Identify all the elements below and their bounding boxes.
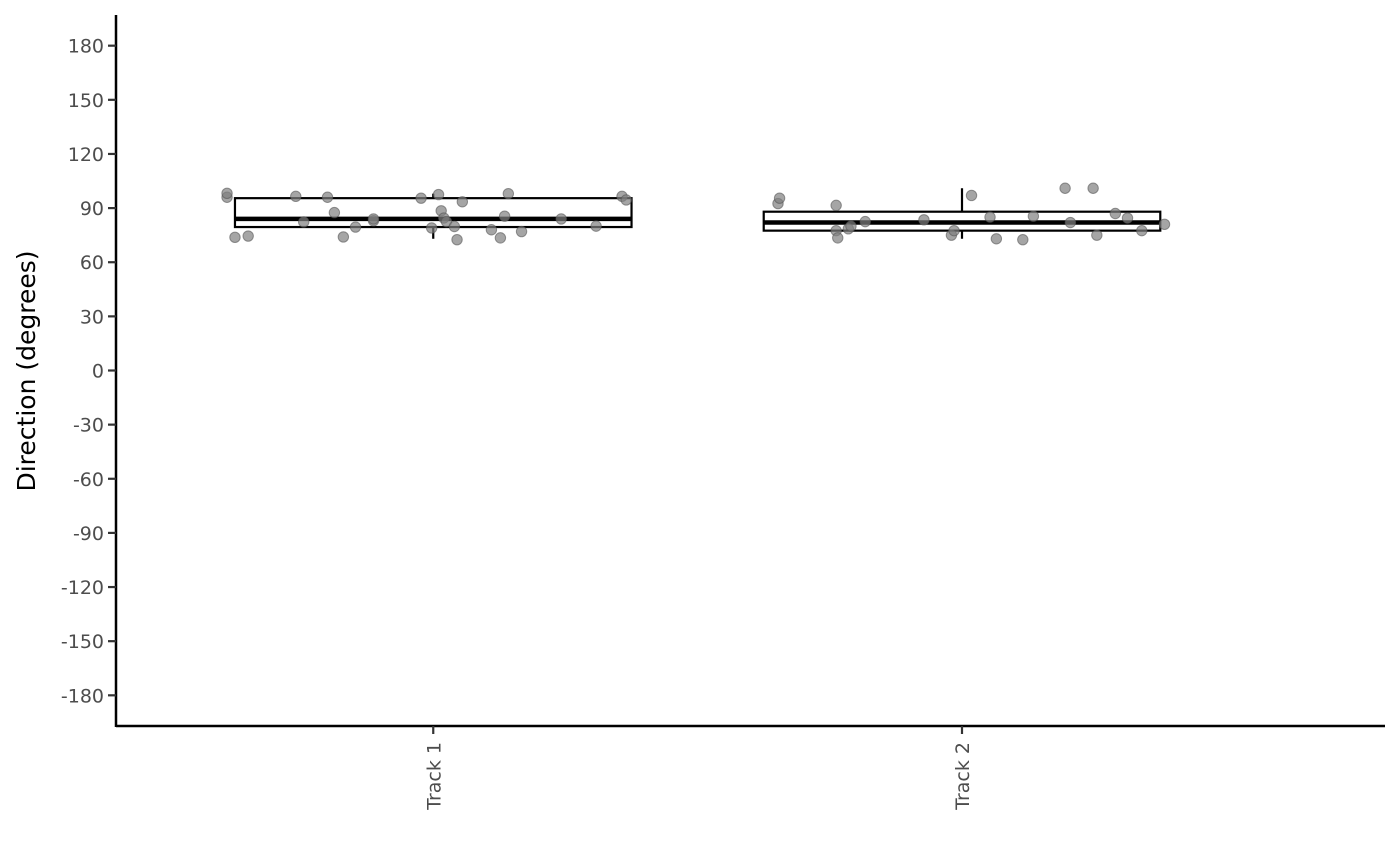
data-point — [515, 225, 528, 238]
y-tick-label: -180 — [61, 685, 104, 707]
y-axis-title: Direction (degrees) — [12, 250, 41, 491]
data-point — [451, 233, 463, 246]
plot-marks — [221, 182, 1171, 246]
data-point — [1091, 229, 1103, 241]
data-point — [832, 232, 844, 244]
data-point — [590, 220, 602, 232]
data-point — [298, 216, 310, 228]
y-tick-label: -60 — [73, 469, 104, 491]
y-tick-label: -30 — [73, 415, 104, 437]
x-tick-label: Track 2 — [952, 742, 974, 811]
data-point — [830, 199, 842, 212]
data-point — [859, 215, 871, 228]
data-point — [221, 187, 233, 199]
data-point — [1064, 216, 1077, 229]
data-point — [1017, 233, 1029, 246]
data-point — [948, 224, 960, 237]
data-point — [321, 191, 334, 203]
y-tick-label: 150 — [68, 90, 104, 112]
data-point — [845, 220, 857, 232]
data-point — [498, 210, 511, 222]
data-point — [1121, 212, 1134, 224]
y-tick-label: -90 — [73, 523, 104, 545]
y-tick-label: 120 — [68, 144, 104, 166]
data-point — [502, 187, 515, 200]
data-point — [965, 189, 978, 202]
y-tick-label: 30 — [80, 306, 104, 328]
data-point — [1087, 182, 1099, 194]
data-point — [485, 224, 498, 236]
data-point — [290, 190, 302, 203]
data-point — [432, 188, 445, 201]
data-point — [456, 196, 469, 208]
data-point — [415, 192, 427, 204]
box-iqr — [233, 197, 633, 229]
y-tick-label: 60 — [80, 252, 104, 274]
data-point — [337, 231, 350, 243]
data-point — [984, 211, 996, 223]
data-point — [367, 213, 380, 225]
data-point — [494, 232, 507, 244]
data-point — [425, 222, 438, 234]
y-tick-label: 180 — [68, 36, 104, 58]
data-point — [448, 220, 461, 233]
data-point — [990, 233, 1003, 245]
y-tick-label: 0 — [92, 361, 104, 383]
box-group — [762, 182, 1171, 246]
data-point — [1158, 218, 1171, 231]
y-tick-label: -150 — [61, 631, 104, 653]
data-point — [555, 213, 567, 225]
data-point — [773, 192, 786, 204]
box-group — [221, 187, 633, 246]
data-point — [1109, 207, 1122, 220]
data-point — [1027, 210, 1040, 222]
x-tick-label: Track 1 — [423, 742, 445, 811]
data-point — [242, 230, 254, 242]
x-axis-ticks: Track 1 Track 2 — [423, 726, 974, 811]
y-tick-label: -120 — [61, 577, 104, 599]
data-point — [1136, 224, 1148, 237]
data-point — [1059, 182, 1071, 194]
data-point — [349, 221, 362, 233]
data-point — [229, 231, 241, 244]
data-point — [328, 206, 341, 219]
data-point — [918, 214, 930, 226]
y-axis-ticks: 180 150 120 90 60 30 0 -30 -60 -90 -120 -150 -180 — [61, 36, 116, 707]
data-point — [620, 194, 632, 206]
y-tick-label: 90 — [80, 198, 104, 220]
